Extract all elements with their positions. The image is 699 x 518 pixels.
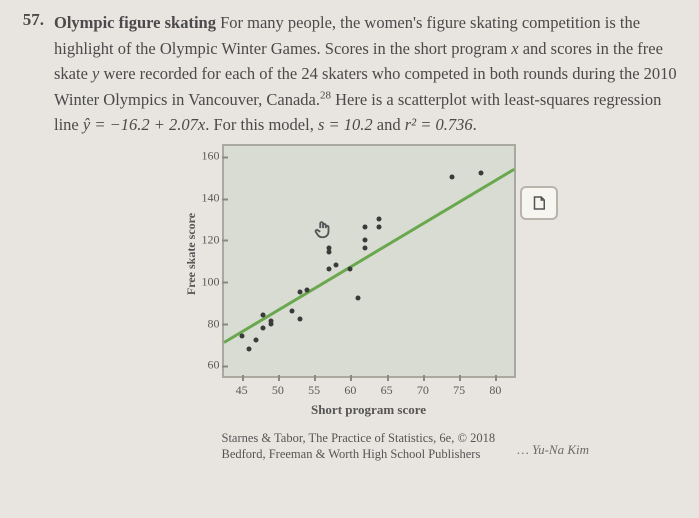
data-point	[348, 267, 353, 272]
hand-cursor-icon	[312, 218, 334, 246]
x-tick: 80	[489, 383, 501, 398]
data-point	[326, 246, 331, 251]
page-flip-icon	[530, 194, 548, 212]
y-tick: 160	[190, 149, 220, 164]
data-point	[290, 308, 295, 313]
y-tick: 120	[190, 232, 220, 247]
data-point	[362, 237, 367, 242]
r2-value: r² = 0.736	[405, 115, 473, 134]
data-point	[246, 346, 251, 351]
data-point	[377, 216, 382, 221]
data-point	[326, 267, 331, 272]
data-point	[362, 225, 367, 230]
data-point	[355, 296, 360, 301]
textbook-page: 57. Olympic figure skating For many peop…	[0, 0, 699, 462]
y-tick: 140	[190, 191, 220, 206]
data-point	[449, 175, 454, 180]
x-tick: 75	[453, 383, 465, 398]
data-point	[478, 170, 483, 175]
y-tick: 100	[190, 274, 220, 289]
x-tick: 45	[236, 383, 248, 398]
cutoff-text: … Yu-Na Kim	[517, 442, 589, 458]
data-point	[254, 338, 259, 343]
scatterplot: Free skate score Short program score 608…	[180, 144, 520, 463]
page-flip-button[interactable]	[520, 186, 558, 220]
x-tick: 65	[381, 383, 393, 398]
x-tick: 50	[272, 383, 284, 398]
data-point	[333, 262, 338, 267]
x-tick: 55	[308, 383, 320, 398]
footnote-ref: 28	[320, 89, 331, 101]
chart-area: Short program score 60801001201401604550…	[222, 144, 516, 378]
data-point	[377, 225, 382, 230]
x-axis-label: Short program score	[311, 402, 426, 418]
data-point	[297, 290, 302, 295]
x-tick: 70	[417, 383, 429, 398]
data-point	[261, 313, 266, 318]
problem-body: Olympic figure skating For many people, …	[54, 10, 681, 138]
chart-caption: Starnes & Tabor, The Practice of Statist…	[222, 430, 520, 463]
data-point	[297, 317, 302, 322]
regression-eqn: ŷ = −16.2 + 2.07x	[83, 115, 205, 134]
y-tick: 60	[190, 358, 220, 373]
data-point	[362, 246, 367, 251]
data-point	[304, 288, 309, 293]
regression-line	[223, 168, 515, 344]
data-point	[261, 325, 266, 330]
problem-title: Olympic figure skating	[54, 13, 216, 32]
x-tick: 60	[344, 383, 356, 398]
problem-57: 57. Olympic figure skating For many peop…	[18, 10, 681, 138]
y-tick: 80	[190, 316, 220, 331]
data-point	[268, 319, 273, 324]
data-point	[239, 334, 244, 339]
s-value: s = 10.2	[318, 115, 373, 134]
problem-number: 57.	[18, 10, 44, 138]
